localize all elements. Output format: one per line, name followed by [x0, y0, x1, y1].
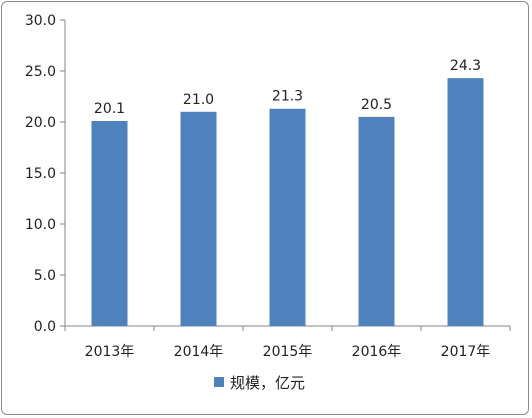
bar-0: [91, 120, 128, 326]
y-tick-label: 10.0: [25, 217, 56, 233]
y-tick-label: 30.0: [25, 13, 56, 29]
data-label-0: 20.1: [94, 101, 125, 117]
bar-1: [180, 111, 217, 326]
bar-series: [91, 78, 484, 327]
y-tick-label: 20.0: [25, 115, 56, 131]
bar-3: [358, 116, 395, 327]
data-labels: 20.1 21.0 21.3 20.5 24.3: [94, 58, 481, 117]
y-tick-label: 0.0: [34, 319, 56, 335]
data-label-3: 20.5: [361, 97, 392, 113]
data-label-1: 21.0: [183, 92, 214, 108]
data-label-2: 21.3: [272, 89, 303, 105]
bar-2: [269, 108, 306, 327]
y-axis: 0.0 5.0 10.0 15.0 20.0 25.0 30.0: [25, 13, 66, 335]
y-tick-label: 5.0: [34, 268, 56, 284]
x-tick-label: 2015年: [263, 344, 313, 360]
x-axis: 2013年 2014年 2015年 2016年 2017年: [64, 325, 511, 360]
legend-swatch: [214, 377, 224, 387]
y-tick-label: 15.0: [25, 166, 56, 182]
legend: 规模，亿元: [214, 374, 305, 392]
y-tick-label: 25.0: [25, 64, 56, 80]
x-tick-label: 2014年: [174, 344, 224, 360]
bar-4: [447, 78, 484, 326]
legend-label: 规模，亿元: [230, 374, 305, 392]
data-label-4: 24.3: [450, 58, 481, 74]
x-tick-label: 2016年: [352, 344, 402, 360]
x-tick-label: 2013年: [85, 344, 135, 360]
x-tick-label: 2017年: [441, 344, 491, 360]
